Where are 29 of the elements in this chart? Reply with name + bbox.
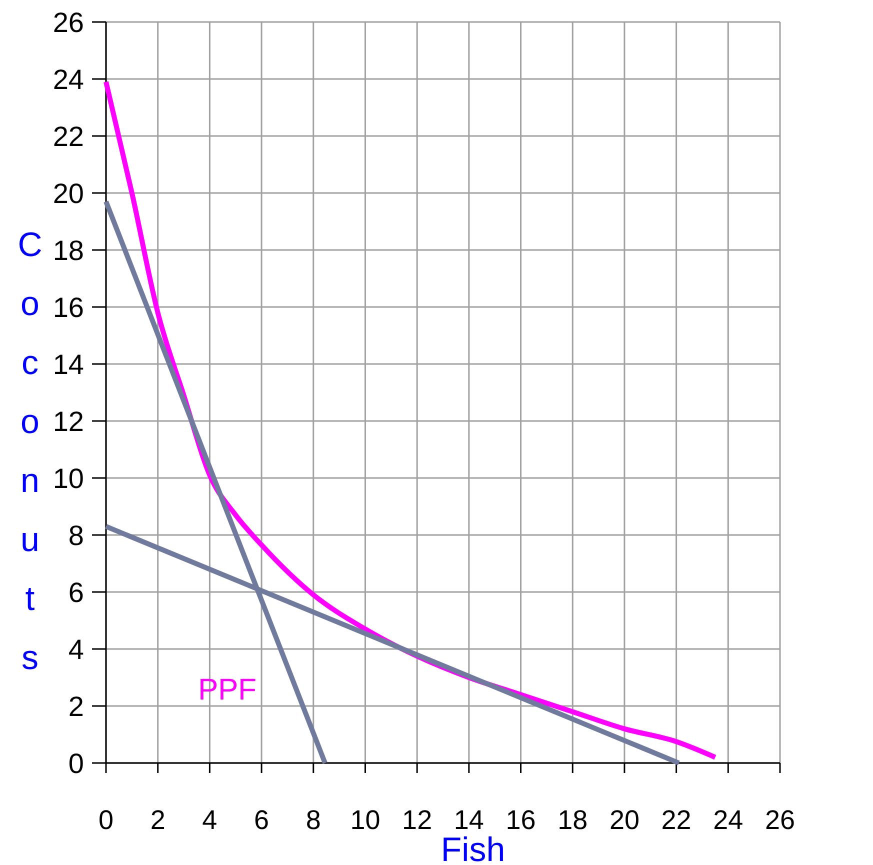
x-tick-label: 6 xyxy=(254,805,270,835)
y-tick-label: 6 xyxy=(68,576,84,608)
x-tick-label: 4 xyxy=(202,805,218,835)
y-tick-label: 0 xyxy=(68,748,84,779)
x-tick-label: 20 xyxy=(609,805,640,835)
x-tick-label: 12 xyxy=(402,805,432,835)
y-tick-label: 10 xyxy=(52,462,84,494)
x-tick-label: 0 xyxy=(98,805,114,835)
annotation: PPF xyxy=(198,673,256,706)
y-tick-label: 4 xyxy=(68,634,84,665)
y-tick-label: 2 xyxy=(68,690,84,722)
y-tick-label: 8 xyxy=(68,520,84,551)
x-tick-label: 22 xyxy=(661,805,692,835)
y-tick-label: 26 xyxy=(52,6,84,38)
y-tick-label: 12 xyxy=(52,406,84,437)
y-axis-title: Coconuts xyxy=(18,226,42,677)
x-tick-label: 10 xyxy=(350,805,380,835)
x-tick-label: 16 xyxy=(506,805,536,835)
y-tick-label: 16 xyxy=(52,292,84,323)
x-tick-label: 26 xyxy=(764,805,796,835)
y-tick-label: 14 xyxy=(52,348,84,380)
x-tick-label: 2 xyxy=(150,805,166,835)
x-tick-label: 24 xyxy=(713,805,744,835)
y-tick-label: 18 xyxy=(52,234,84,266)
y-tick-label: 20 xyxy=(52,178,84,209)
y-tick-label: 24 xyxy=(52,64,84,95)
x-tick-label: 8 xyxy=(306,805,321,835)
y-tick-label: 22 xyxy=(52,120,84,152)
x-tick-label: 18 xyxy=(558,805,588,835)
